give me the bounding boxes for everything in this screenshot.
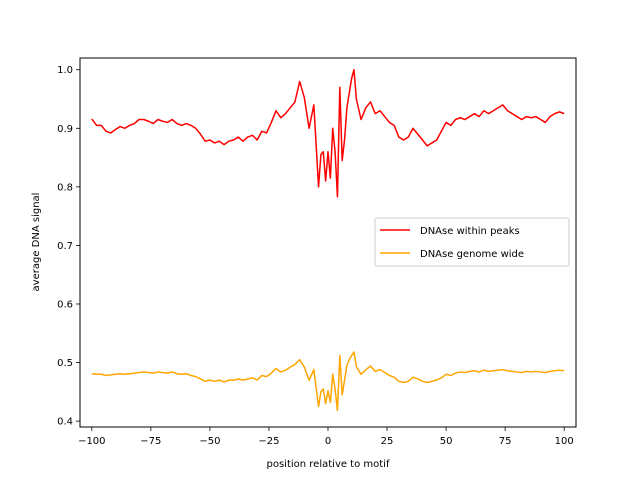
y-tick-label: 0.8 [57,182,73,193]
y-tick-label: 1.0 [57,65,73,76]
x-tick-label: 25 [381,436,394,447]
series-layer [91,68,565,412]
y-tick-label: 0.4 [57,417,73,428]
series-line-genome-wide [91,351,565,412]
y-tick-label: 0.7 [57,241,73,252]
y-tick-label: 0.5 [57,358,73,369]
y-axis: 0.4 0.5 0.6 0.7 0.8 0.9 1.0 [57,65,80,428]
x-tick-label: −100 [78,436,105,447]
y-tick-label: 0.9 [57,124,73,135]
x-tick-label: 100 [555,436,574,447]
x-tick-label: −25 [258,436,279,447]
x-axis-label: position relative to motif [267,459,390,470]
x-tick-label: 50 [440,436,453,447]
legend: DNAse within peaks DNAse genome wide [374,217,570,267]
x-tick-label: −75 [140,436,161,447]
legend-frame [374,217,570,267]
y-axis-label: average DNA signal [31,193,42,292]
legend-label-genome-wide: DNAse genome wide [420,249,524,260]
legend-label-within-peaks: DNAse within peaks [420,226,520,237]
x-axis: −100 −75 −50 −25 0 25 50 75 100 [78,427,574,447]
x-tick-label: 75 [499,436,512,447]
y-tick-label: 0.6 [57,300,73,311]
series-line-within-peaks [91,68,565,198]
x-tick-label: 0 [325,436,331,447]
x-tick-label: −50 [199,436,220,447]
